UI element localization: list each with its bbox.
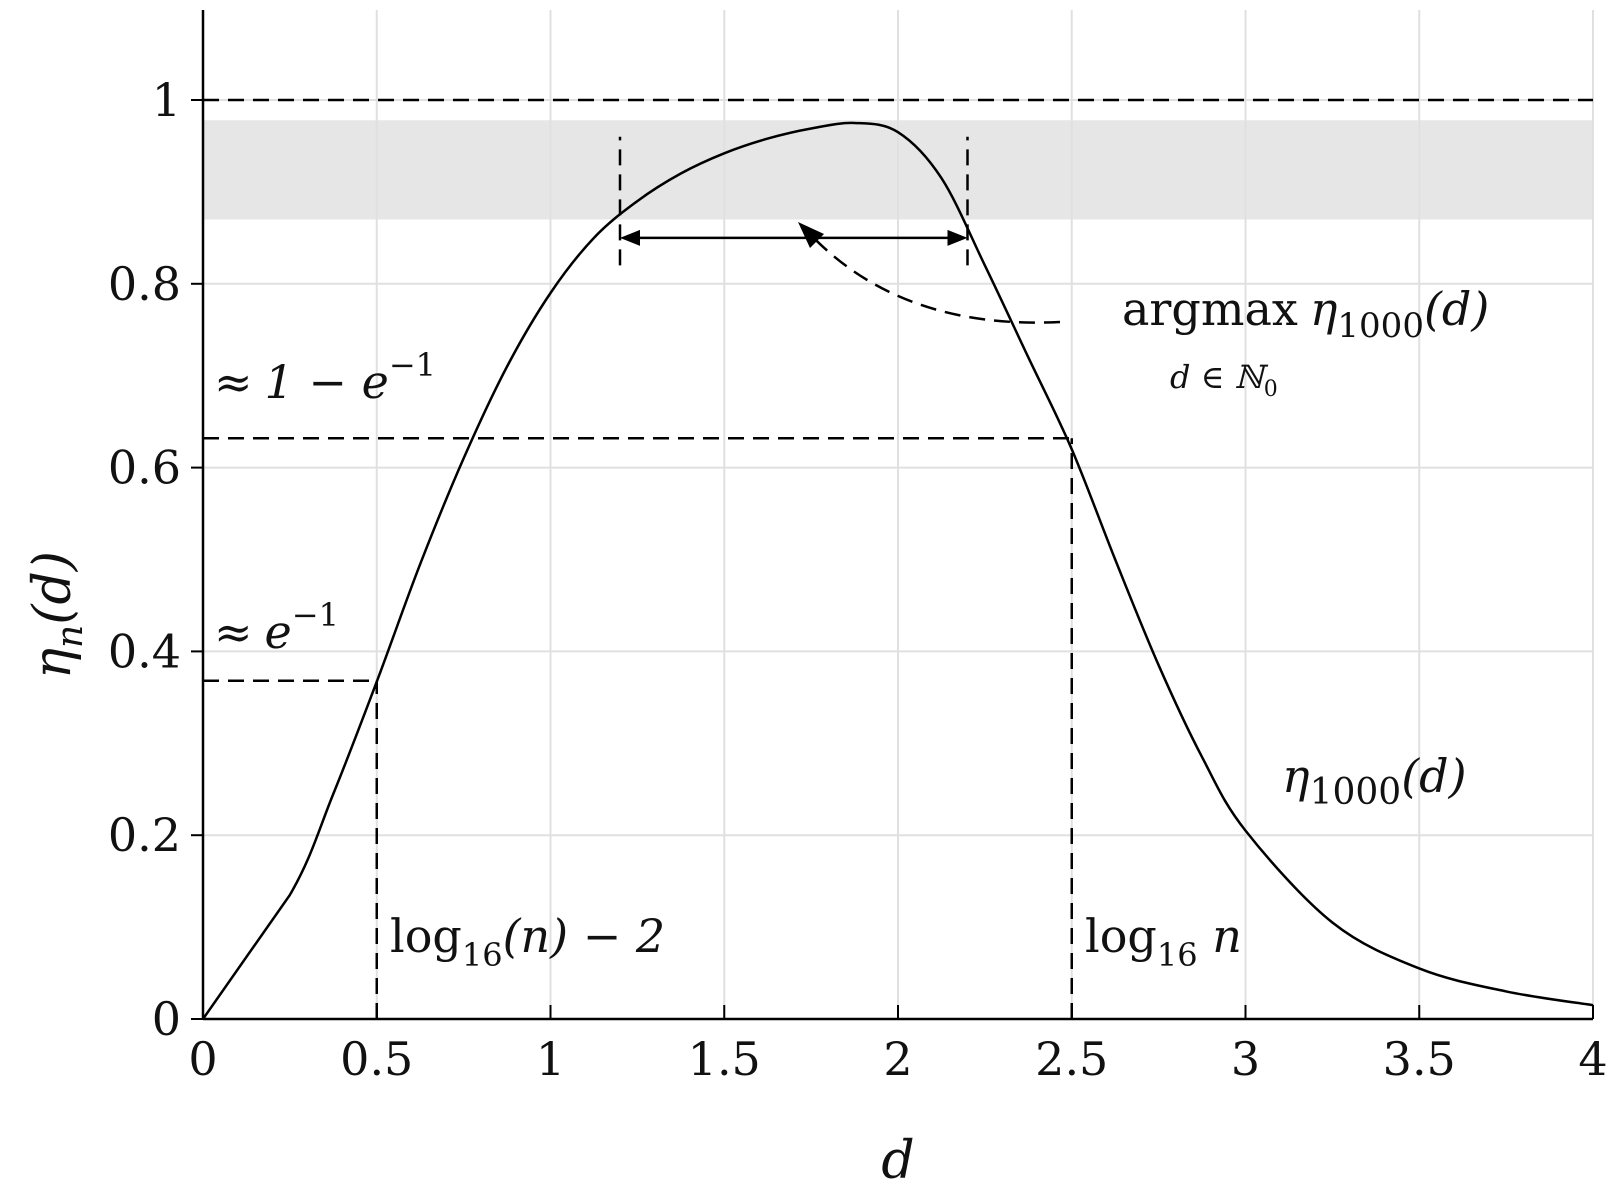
arrow-head-left xyxy=(620,229,640,246)
x-tick-label-4: 2 xyxy=(883,1032,912,1086)
x-tick-label-1: 0.5 xyxy=(340,1032,413,1086)
annotation-log16-n: log16 n xyxy=(1085,909,1242,974)
x-tick-label-3: 1.5 xyxy=(688,1032,761,1086)
annotation-argmax: argmax η1000(d) xyxy=(1122,282,1489,346)
y-tick-label-5: 1 xyxy=(152,73,181,127)
x-tick-label-8: 4 xyxy=(1578,1032,1607,1086)
y-tick-label-2: 0.4 xyxy=(108,624,181,678)
x-axis-label: d xyxy=(881,1131,914,1190)
x-tick-label-0: 0 xyxy=(188,1032,217,1086)
x-tick-label-5: 2.5 xyxy=(1035,1032,1108,1086)
grid xyxy=(203,10,1594,1019)
x-tick-label-6: 3 xyxy=(1231,1032,1260,1086)
annotation-inv-e: ≈ e−1 xyxy=(214,596,339,659)
x-tick-labels: 0 0.5 1 1.5 2 2.5 3 3.5 4 xyxy=(188,1032,1607,1086)
y-tick-label-1: 0.2 xyxy=(108,808,181,862)
y-tick-labels: 0 0.2 0.4 0.6 0.8 1 xyxy=(108,73,181,1046)
range-arrow xyxy=(620,229,968,246)
y-axis-label: ηn(d) xyxy=(23,551,91,679)
series-line-eta-1000 xyxy=(201,121,1594,1020)
annotation-argmax-subscript: d ∈ ℕ0 xyxy=(1170,358,1278,402)
y-tick-label-0: 0 xyxy=(152,992,181,1046)
argmax-pointer-head xyxy=(798,222,824,248)
reference-lines xyxy=(203,98,1593,1019)
y-tick-label-3: 0.6 xyxy=(108,441,181,495)
x-tick-label-7: 3.5 xyxy=(1383,1032,1456,1086)
arrow-head-right xyxy=(947,229,968,246)
argmax-pointer xyxy=(807,231,1061,324)
series-label-eta-1000: η1000(d) xyxy=(1282,749,1467,813)
axis-ticks xyxy=(191,99,1594,1020)
x-tick-label-2: 1 xyxy=(536,1032,565,1086)
y-tick-label-4: 0.8 xyxy=(108,257,181,311)
annotation-one-minus-inv-e: ≈1 − e−1 xyxy=(214,346,436,409)
annotation-log16-n-minus-2: log16(n) − 2 xyxy=(390,909,665,974)
